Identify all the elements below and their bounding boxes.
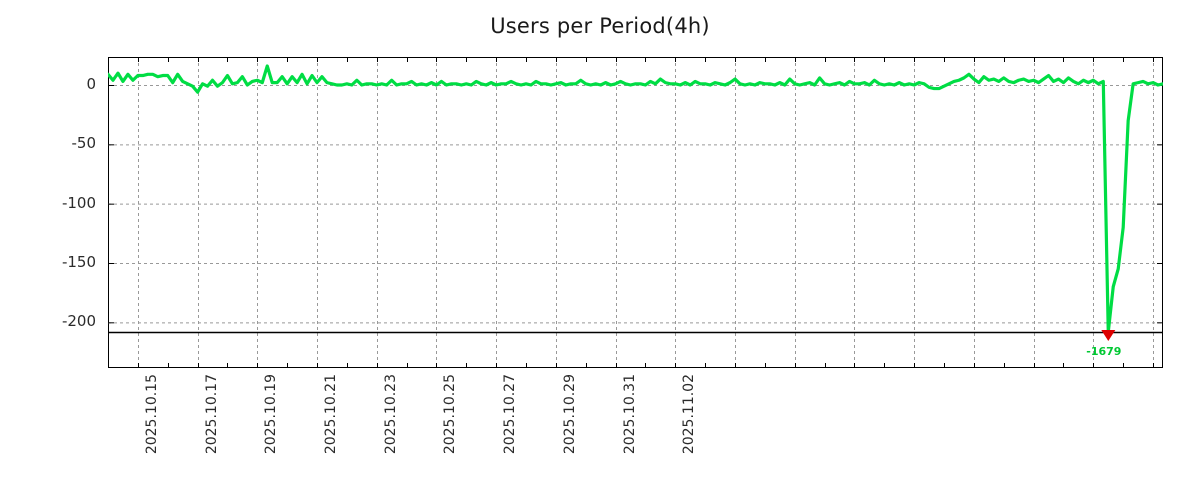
minimum-value-label: -1679 bbox=[1086, 345, 1122, 358]
x-tick-label: 2025.10.27 bbox=[502, 374, 519, 455]
x-tick-label: 2025.10.25 bbox=[442, 374, 459, 455]
x-tick-label: 2025.10.21 bbox=[323, 374, 339, 455]
x-tick-label: 2025.10.31 bbox=[621, 374, 638, 455]
plot-area bbox=[108, 57, 1163, 368]
y-tick-label: -100 bbox=[61, 193, 96, 212]
x-tick-label: 2025.11.02 bbox=[681, 374, 698, 455]
series-users-per-period bbox=[108, 64, 1163, 334]
y-tick-label: -200 bbox=[61, 312, 96, 331]
minimum-marker bbox=[1101, 330, 1116, 341]
gridlines bbox=[108, 57, 1163, 368]
x-tick-label: 2025.10.15 bbox=[143, 374, 160, 455]
y-tick-label: 0 bbox=[86, 75, 96, 93]
y-tick-label: -50 bbox=[71, 134, 97, 153]
plot-frame bbox=[108, 57, 1163, 368]
x-axis: 2025.10.15 2025.10.17 2025.10.19 2025.10.21… bbox=[0, 368, 1200, 500]
y-tick-label: -150 bbox=[61, 252, 96, 271]
x-tick-label: 2025.10.23 bbox=[382, 374, 399, 455]
chart-title: Users per Period(4h) bbox=[490, 14, 710, 38]
y-axis: 0 -50 -100 -150 -200 bbox=[0, 0, 104, 500]
x-tick-label: 2025.10.19 bbox=[263, 374, 280, 455]
x-tick-label: 2025.10.29 bbox=[561, 374, 578, 455]
x-tick-label: 2025.10.17 bbox=[203, 374, 220, 455]
